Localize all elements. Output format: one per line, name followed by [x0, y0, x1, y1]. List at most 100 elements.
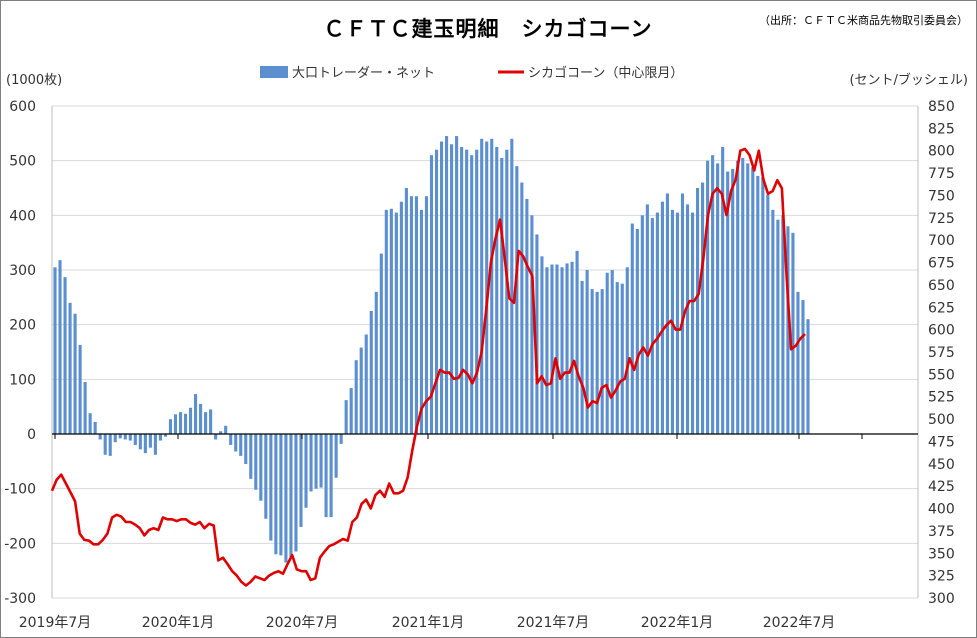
x-tick-label: 2020年1月 [142, 615, 215, 631]
bar [424, 196, 429, 434]
bar [771, 209, 775, 434]
bar [555, 264, 559, 434]
y-right-tick-label: 425 [928, 479, 955, 495]
y-right-tick-label: 325 [928, 569, 955, 585]
bar [409, 196, 413, 434]
bar [83, 382, 87, 434]
bar [525, 198, 529, 434]
y-right-tick-label: 350 [928, 546, 955, 562]
bar [445, 136, 449, 435]
bar [776, 219, 780, 434]
y-left-tick-label: 0 [27, 427, 36, 443]
bar [239, 434, 243, 456]
bar [78, 344, 82, 434]
y-right-tick-label: 600 [928, 323, 955, 339]
bar [570, 261, 574, 434]
bar [665, 193, 669, 434]
bar [73, 313, 77, 434]
x-tick-label: 2019年7月 [19, 615, 92, 631]
bar [188, 407, 193, 434]
x-tick-label: 2020年7月 [266, 615, 339, 631]
bar [219, 431, 223, 434]
bar [168, 419, 173, 434]
bar [269, 434, 273, 541]
bar [721, 147, 725, 434]
y-right-tick-label: 375 [928, 524, 955, 540]
bar [249, 434, 253, 479]
bar [545, 267, 549, 434]
bar [791, 232, 795, 434]
y-right-tick-label: 550 [928, 367, 955, 383]
y-left-tick-label: 500 [9, 154, 36, 170]
bar [429, 155, 434, 434]
chart-title: ＣＦＴＣ建玉明細 シカゴコーン [324, 17, 653, 41]
bar [173, 414, 178, 434]
bar [450, 144, 454, 434]
bar [349, 388, 353, 434]
bar [610, 270, 614, 434]
bar [635, 229, 639, 434]
y-right-tick-label: 675 [928, 256, 955, 272]
y-right-tick-label: 475 [928, 434, 955, 450]
x-tick-label: 2022年1月 [641, 615, 714, 631]
x-tick-label: 2022年7月 [763, 615, 836, 631]
bar [585, 270, 589, 434]
bar [796, 291, 800, 434]
bar [510, 138, 514, 435]
bar [580, 280, 584, 434]
bar-series-net-positions [53, 136, 810, 563]
bar [605, 272, 609, 434]
bar [143, 434, 147, 454]
bar [470, 155, 474, 434]
bar [650, 218, 654, 434]
y-left-tick-label: 300 [9, 263, 36, 279]
source-note: （出所：ＣＦＴＣ米商品先物取引委員会） [759, 13, 968, 27]
bar [389, 208, 393, 434]
bar [364, 334, 368, 434]
bar [485, 141, 489, 435]
bar [344, 400, 348, 434]
bar [254, 434, 258, 490]
bar [535, 234, 539, 434]
bar [163, 434, 167, 437]
y-right-tick-label: 750 [928, 188, 955, 204]
bar [153, 434, 157, 455]
bar [214, 434, 218, 440]
bar [520, 182, 524, 434]
bar [63, 277, 67, 434]
bar [229, 434, 233, 445]
bar [128, 434, 132, 441]
line-series-price [50, 147, 806, 587]
bar [751, 167, 755, 434]
bar [560, 267, 564, 434]
bar [148, 434, 152, 448]
bar [434, 149, 439, 434]
y-right-tick-label: 575 [928, 345, 955, 361]
bar [575, 250, 579, 434]
bar [178, 412, 183, 434]
bar [460, 147, 464, 434]
bar [304, 434, 308, 508]
y-right-tick-label: 850 [928, 99, 955, 115]
bar [158, 434, 162, 441]
bar [711, 155, 715, 434]
bar [495, 147, 499, 434]
y-right-tick-label: 650 [928, 278, 955, 294]
bar [766, 194, 770, 434]
bar [530, 215, 534, 434]
bar [138, 434, 142, 450]
bar [515, 166, 519, 434]
bar [394, 212, 398, 434]
bar [379, 253, 383, 434]
bar [550, 264, 554, 434]
bar [58, 260, 62, 434]
bar [620, 283, 624, 434]
y-left-tick-label: 400 [9, 208, 36, 224]
bar [294, 434, 298, 552]
bar [741, 157, 745, 434]
y-right-tick-label: 800 [928, 144, 955, 160]
bar [264, 434, 268, 519]
bar [279, 434, 283, 556]
bar [731, 168, 735, 434]
